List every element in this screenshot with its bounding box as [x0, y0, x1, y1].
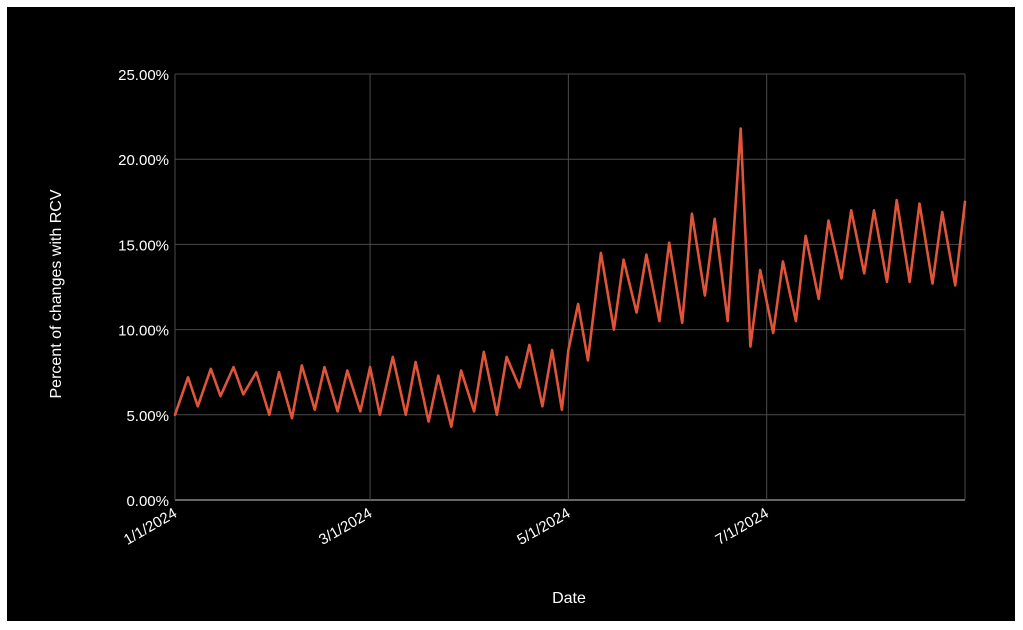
y-tick-label: 0.00% — [126, 493, 169, 510]
y-axis-ticks: 0.00% 5.00% 10.00% 15.00% 20.00% 25.00% — [118, 67, 169, 510]
x-tick-label: 3/1/2024 — [316, 505, 375, 549]
y-tick-label: 25.00% — [118, 67, 169, 84]
x-tick-label: 7/1/2024 — [713, 505, 772, 549]
x-tick-label: 5/1/2024 — [514, 505, 573, 549]
y-tick-label: 5.00% — [126, 408, 169, 425]
series-layer — [173, 127, 967, 429]
gridlines — [174, 73, 966, 501]
line-chart: 0.00% 5.00% 10.00% 15.00% 20.00% 25.00% 1/1/2… — [48, 67, 967, 607]
chart-frame: 0.00% 5.00% 10.00% 15.00% 20.00% 25.00% 1/1/2… — [7, 7, 1015, 621]
x-axis-ticks: 1/1/2024 3/1/2024 5/1/2024 7/1/2024 — [121, 505, 772, 549]
y-axis-title: Percent of changes with RCV — [48, 189, 65, 398]
x-axis-title: Date — [552, 590, 586, 607]
y-tick-label: 15.00% — [118, 237, 169, 254]
y-tick-label: 20.00% — [118, 152, 169, 169]
x-tick-label: 1/1/2024 — [121, 505, 180, 549]
series-line — [173, 127, 967, 429]
y-tick-label: 10.00% — [118, 323, 169, 340]
